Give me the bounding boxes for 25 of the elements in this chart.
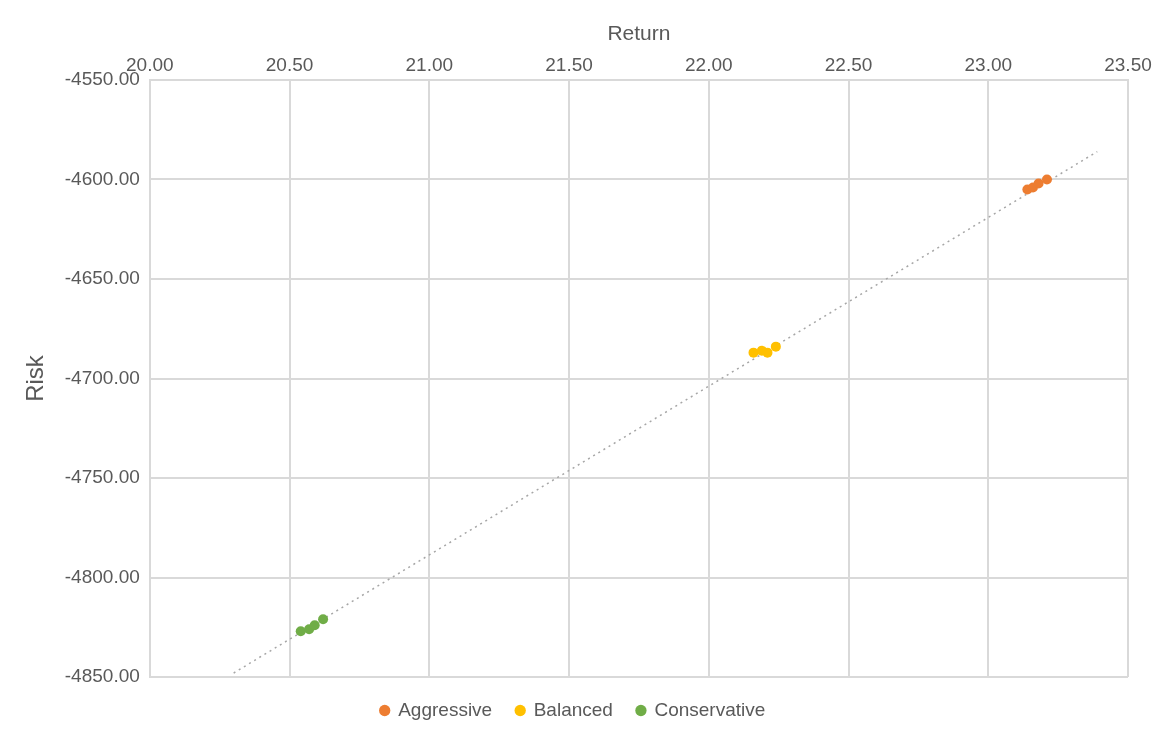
point — [309, 620, 320, 631]
point — [762, 347, 773, 358]
y-tick-label: -4650.00 — [64, 267, 140, 289]
point — [318, 614, 329, 625]
y-tick-label: -4750.00 — [64, 466, 140, 488]
legend-label: Conservative — [654, 698, 766, 720]
x-tick-label: 21.50 — [545, 53, 593, 75]
y-axis-title: Risk — [21, 354, 49, 402]
legend-label: Balanced — [533, 698, 613, 720]
x-tick-label: 22.00 — [685, 53, 733, 75]
point — [770, 341, 781, 352]
point — [1041, 174, 1052, 185]
y-tick-label: -4700.00 — [64, 366, 140, 388]
legend-label: Aggressive — [398, 698, 493, 720]
y-tick-label: -4800.00 — [64, 565, 140, 587]
x-tick-label: 20.50 — [265, 53, 314, 75]
y-tick-label: -4850.00 — [64, 665, 140, 687]
x-tick-label: 22.50 — [824, 53, 873, 75]
x-tick-label: 23.00 — [964, 53, 1013, 75]
x-tick-label: 23.50 — [1104, 53, 1152, 75]
x-tick-label: 21.00 — [405, 53, 454, 75]
x-axis-title: Return — [607, 21, 671, 45]
point — [1033, 178, 1044, 189]
y-tick-label: -4600.00 — [64, 167, 140, 189]
point — [295, 626, 306, 637]
